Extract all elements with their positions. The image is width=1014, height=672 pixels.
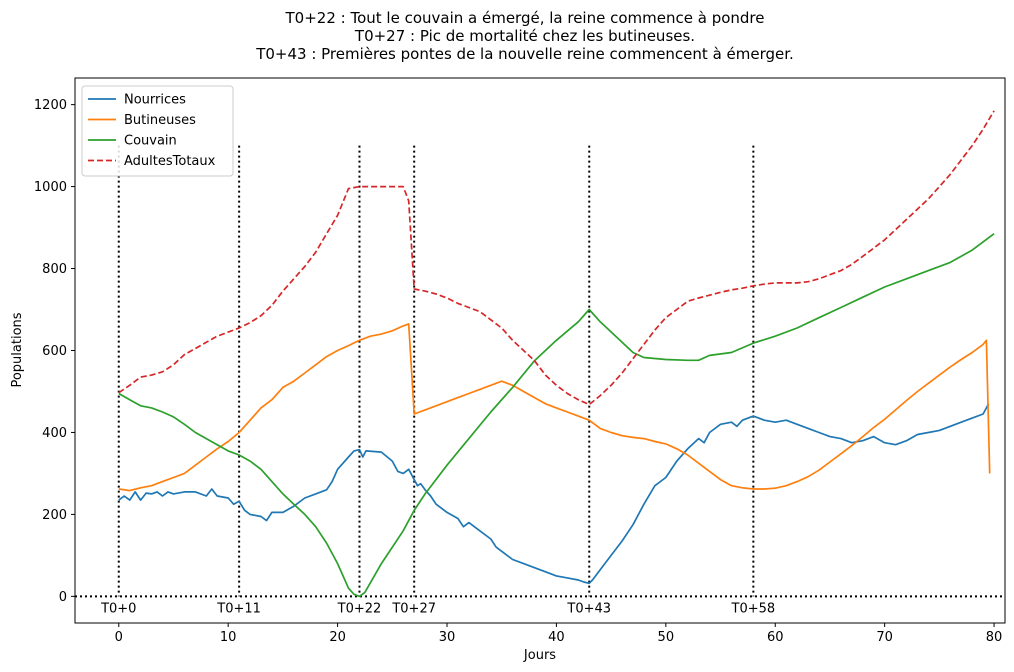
y-tick-label-6: 1200	[34, 98, 67, 113]
plot-area: T0+0 T0+11 T0+22 T0+27 T0+43 T0+58	[75, 110, 1005, 616]
chart-title: T0+22 : Tout le couvain a émergé, la rei…	[255, 9, 794, 63]
x-tick-label-3: 30	[439, 630, 456, 645]
event-label-4: T0+43	[566, 601, 611, 616]
legend-label-butineuses: Butineuses	[124, 113, 196, 128]
chart-title-line-1: T0+22 : Tout le couvain a émergé, la rei…	[285, 9, 765, 27]
series-line-butineuses	[118, 323, 991, 492]
legend: Nourrices Butineuses Couvain AdultesTotaux	[81, 85, 234, 177]
event-label-2: T0+22	[337, 601, 382, 616]
y-tick-label-5: 1000	[34, 180, 67, 195]
x-tick-label-5: 50	[658, 630, 675, 645]
event-label-1: T0+11	[216, 601, 261, 616]
series-line-nourrices	[118, 403, 990, 585]
x-tick-label-8: 80	[986, 630, 1003, 645]
x-tick-label-0: 0	[115, 630, 123, 645]
x-tick-label-7: 70	[876, 630, 893, 645]
legend-label-couvain: Couvain	[124, 134, 177, 149]
y-tick-label-0: 0	[59, 590, 67, 605]
chart-title-line-2: T0+27 : Pic de mortalité chez les butine…	[354, 27, 695, 45]
x-axis-label: Jours	[523, 648, 556, 663]
chart-title-line-3: T0+43 : Premières pontes de la nouvelle …	[255, 45, 794, 63]
x-tick-label-4: 40	[548, 630, 565, 645]
legend-label-nourrices: Nourrices	[124, 93, 186, 108]
y-tick-label-1: 200	[42, 508, 67, 523]
y-axis-label: Populations	[10, 312, 25, 387]
legend-box	[81, 85, 234, 177]
plot-inner	[75, 110, 1005, 598]
y-tick-label-3: 600	[42, 344, 67, 359]
x-tick-label-2: 20	[329, 630, 346, 645]
event-label-0: T0+0	[100, 601, 136, 616]
x-tick-label-1: 10	[220, 630, 237, 645]
series-line-adultestotaux	[118, 110, 995, 406]
y-tick-label-2: 400	[42, 426, 67, 441]
x-tick-label-6: 60	[767, 630, 784, 645]
event-label-5: T0+58	[731, 601, 776, 616]
event-label-3: T0+27	[391, 601, 436, 616]
legend-label-adultestotaux: AdultesTotaux	[124, 154, 216, 169]
y-tick-label-4: 800	[42, 262, 67, 277]
series-line-couvain	[118, 233, 995, 598]
